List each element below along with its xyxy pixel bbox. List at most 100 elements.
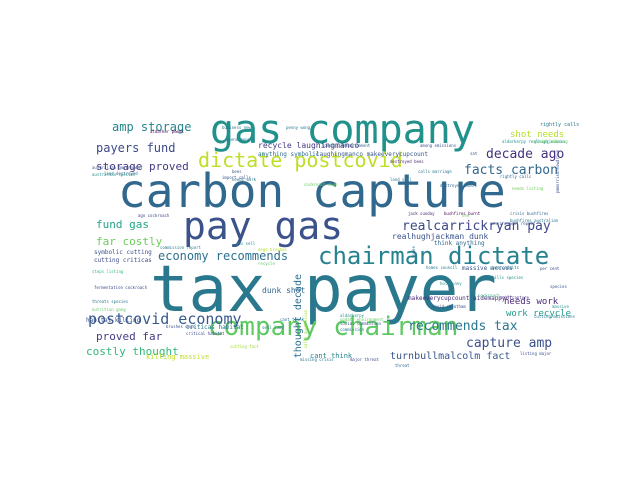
cloud-word: special announcement — [322, 143, 371, 148]
cloud-word: ago cockroach — [138, 213, 170, 218]
cloud-word: commission — [340, 327, 365, 332]
cloud-word: land destroyed — [104, 171, 138, 176]
cloud-word: bushfires australian — [510, 218, 559, 223]
cloud-word: dunk shot — [262, 286, 306, 295]
cloud-word: holdsunny — [440, 281, 462, 286]
cloud-word: destroyed land — [440, 183, 474, 188]
cloud-word: cant think — [310, 352, 353, 360]
cloud-word: per cent — [540, 266, 560, 271]
cloud-word: cant think — [280, 317, 305, 322]
cloud-word: fund gas — [96, 218, 149, 231]
cloud-word: pay gas — [183, 204, 344, 248]
cloud-word: power admits — [490, 265, 519, 270]
cloud-word: update environment — [340, 317, 384, 322]
cloud-word: aldarkerpy — [340, 313, 365, 318]
cloud-word: crisis bushfires — [510, 211, 549, 216]
cloud-word: massive — [552, 304, 569, 309]
cloud-word: company chairman — [208, 312, 459, 342]
cloud-word: work recycle — [506, 309, 572, 319]
cloud-word: massive access — [462, 265, 513, 272]
cloud-word: storage proved — [96, 160, 189, 173]
cloud-word: sell land — [262, 325, 284, 330]
cloud-word: needs listing — [512, 186, 544, 191]
cloud-word: homes council — [426, 265, 458, 270]
cloud-word: rightly calls — [500, 174, 532, 179]
cloud-word: land sell — [390, 177, 412, 182]
cloud-word: environment report — [492, 221, 536, 226]
cloud-word: cockroach — [478, 293, 500, 298]
cloud-word: david cheatham — [432, 304, 466, 309]
cloud-word: cutting emissions — [534, 314, 575, 319]
cloud-word: decade ago — [486, 147, 565, 162]
cloud-word: coal capture — [500, 295, 529, 300]
cloud-word: capture amp — [466, 336, 553, 351]
cloud-word: see — [462, 213, 470, 218]
cloud-word: calls marriage — [418, 169, 452, 174]
cloud-word: turnbullmalcolm fact — [390, 351, 511, 362]
cloud-word: commission report — [160, 245, 201, 250]
cloud-word: gas company — [210, 107, 475, 153]
cloud-word: needs work — [232, 177, 257, 182]
cloud-word: economy recommends — [158, 249, 289, 263]
cloud-word: calls australian — [303, 310, 308, 349]
cloud-word: recycle laughingmanco — [258, 141, 360, 150]
cloud-word: jack sunday — [408, 211, 435, 216]
cloud-word: homes — [411, 246, 416, 259]
cloud-word: anything symbolic — [258, 151, 320, 158]
cloud-word: postcovid economy — [88, 310, 242, 328]
cloud-word: cutting fact — [230, 344, 259, 349]
cloud-word: missing crisis — [300, 357, 334, 362]
cloud-word: sat — [470, 151, 478, 156]
cloud-word: habitat killing — [86, 317, 141, 324]
cloud-word: bees — [232, 169, 242, 174]
cloud-word: aldarkerpy realhughjackman — [502, 139, 565, 144]
cloud-word: needs work — [504, 297, 559, 307]
cloud-word: steps listing — [92, 269, 124, 274]
cloud-word: dictate postcovid — [198, 148, 403, 172]
cloud-word: realcarrickryan pay — [402, 219, 551, 234]
cloud-word: gas sell — [236, 241, 256, 246]
cloud-word: listing major — [520, 351, 552, 356]
cloud-word: amp storage — [112, 120, 192, 134]
cloud-word: makeeverycupcount aidemappyrt — [408, 295, 513, 302]
cloud-word: cockroach dogs — [304, 182, 338, 187]
cloud-word: killing massive — [146, 353, 210, 361]
cloud-word: carbon capture — [118, 164, 506, 218]
cloud-word: costly thought — [86, 345, 179, 358]
cloud-word: threats species — [92, 299, 129, 304]
cloud-word: major threat — [350, 357, 379, 362]
cloud-word: think anything — [434, 240, 485, 247]
cloud-word: giving missing — [534, 139, 568, 144]
cloud-word: brushes dogs — [166, 324, 195, 329]
cloud-word: cutting criticas — [94, 257, 152, 264]
cloud-word: pmmorrisonnowdrive — [555, 150, 560, 194]
cloud-word: social commission — [340, 321, 381, 326]
cloud-word: penny wong — [286, 125, 311, 130]
cloud-word: destroyed bees — [390, 159, 424, 164]
cloud-word: far costly — [96, 235, 163, 248]
cloud-word: nutrition gang — [92, 307, 126, 312]
cloud-word: threat — [395, 363, 410, 368]
cloud-word: symbolic cutting — [94, 249, 152, 256]
cloud-word: facts carbon — [464, 163, 558, 178]
cloud-word: bushfires burnt — [444, 211, 481, 216]
cloud-word: kills species — [492, 275, 524, 280]
cloud-word: rightly calls — [540, 122, 580, 128]
cloud-word: fermentation cockroach — [94, 285, 147, 290]
cloud-word: aldarker pmenk — [150, 129, 184, 134]
cloud-word: australian government — [92, 165, 143, 170]
cloud-word: recycle — [258, 261, 275, 266]
cloud-word: business new — [222, 125, 251, 130]
cloud-word: critical habitat — [186, 331, 225, 336]
cloud-word: recommends tax — [408, 319, 518, 334]
cloud-word: chairman dictate — [318, 242, 550, 270]
cloud-word: dogs brushes — [258, 247, 287, 252]
cloud-word: species — [550, 284, 567, 289]
cloud-word: tax payer — [150, 253, 497, 327]
cloud-word: among emissions — [420, 143, 457, 148]
cloud-word: realhughjackman dunk — [392, 232, 489, 241]
cloud-word: proved far — [96, 330, 163, 343]
cloud-word: spend money — [226, 137, 253, 142]
cloud-word: laughingmanco makeeverycupcount — [316, 151, 428, 158]
